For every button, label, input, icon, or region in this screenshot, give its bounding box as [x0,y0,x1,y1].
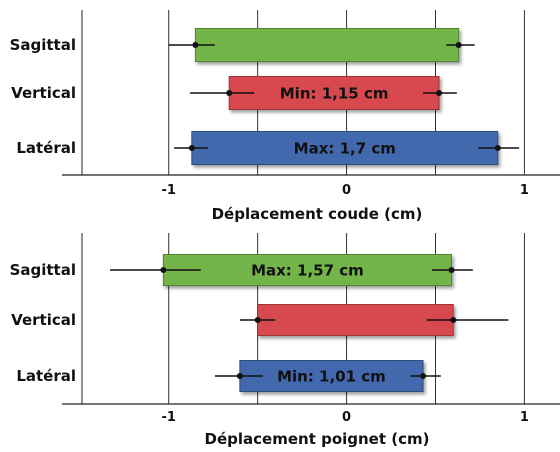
category-label: Latéral [16,139,76,157]
bar-data-label: Max: 1,7 cm [294,140,396,158]
bar-sagittal [162,254,453,286]
error-point-start [188,145,195,151]
bar-data-label: Min: 1,15 cm [280,85,389,103]
bar-vertical [257,304,454,336]
error-point-start [192,42,199,48]
x-axis-title: Déplacement poignet (cm) [205,430,430,448]
category-label: Vertical [11,84,76,102]
bar-latéral [191,131,499,165]
bar-data-label: Max: 1,57 cm [251,262,364,280]
bar-latéral [239,360,424,392]
error-point-start [226,90,233,96]
error-point-start [254,317,261,323]
x-tick-label: -1 [161,410,175,425]
category-label: Sagittal [10,36,76,54]
bar-sagittal [194,28,460,62]
error-point-end [450,317,457,323]
category-label: Vertical [11,311,76,329]
error-point-start [160,267,167,273]
x-tick-label: 1 [520,410,529,425]
elbow-displacement-chart: -1 0 1 Déplacement coude (cm) Sagittal Vertic… [10,10,560,223]
category-label: Latéral [16,367,76,385]
category-label: Sagittal [10,261,76,279]
x-axis-title: Déplacement coude (cm) [212,205,423,223]
x-tick-label: 0 [342,183,351,198]
error-point-end [436,90,443,96]
wrist-displacement-chart: -1 0 1 Déplacement poignet (cm) Sagittal Vert… [10,233,560,448]
bar-data-label: Min: 1,01 cm [277,368,386,386]
error-point-end [448,267,455,273]
error-point-end [494,145,501,151]
x-tick-label: 0 [342,410,351,425]
error-point-end [420,373,427,379]
x-tick-label: 1 [520,183,529,198]
error-point-start [236,373,243,379]
error-point-end [455,42,462,48]
x-tick-label: -1 [161,183,175,198]
